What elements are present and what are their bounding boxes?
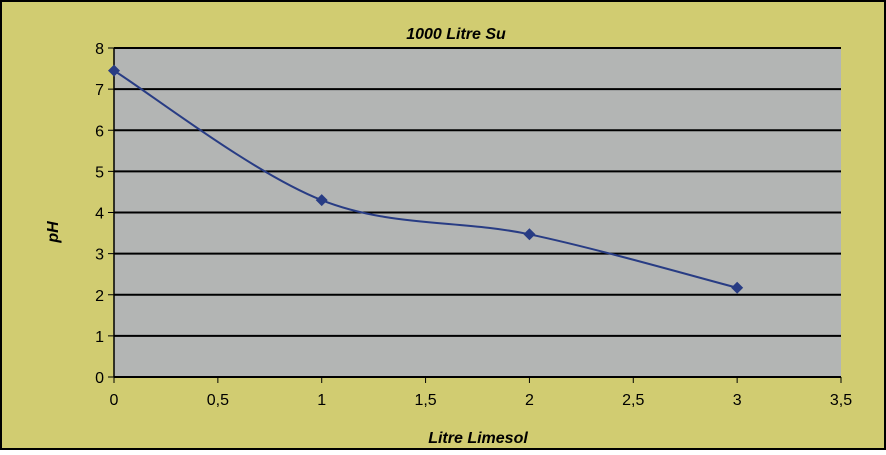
y-tick-label: 6 xyxy=(95,123,104,140)
y-tick-label: 8 xyxy=(95,41,104,58)
x-tick-label: 0 xyxy=(110,392,119,409)
y-tick-label: 3 xyxy=(95,247,104,264)
x-tick-label: 2 xyxy=(525,392,534,409)
tick-labels: 0 1 2 3 4 5 6 7 8 0 0,5 1 1,5 2 2,5 3 3,5 xyxy=(95,41,852,409)
x-tick-label: 1,5 xyxy=(414,392,436,409)
x-tick-label: 0,5 xyxy=(207,392,229,409)
y-tick-label: 4 xyxy=(95,206,104,223)
x-tick-label: 3,5 xyxy=(830,392,852,409)
x-tick-label: 1 xyxy=(317,392,326,409)
axes xyxy=(108,47,842,383)
gridlines xyxy=(114,47,841,337)
y-tick-label: 0 xyxy=(95,370,104,387)
x-axis-title: Litre Limesol xyxy=(428,430,528,447)
y-tick-label: 2 xyxy=(95,288,104,305)
data-point xyxy=(108,64,120,77)
chart-title: 1000 Litre Su xyxy=(406,26,506,43)
y-tick-label: 1 xyxy=(95,329,104,346)
data-markers xyxy=(108,64,744,294)
y-tick-label: 7 xyxy=(95,82,104,99)
x-tick-label: 2,5 xyxy=(622,392,644,409)
data-point xyxy=(315,194,328,207)
series-line xyxy=(113,69,738,289)
y-axis-title: pH xyxy=(45,221,62,244)
data-point xyxy=(731,281,744,294)
y-tick-label: 5 xyxy=(95,164,104,181)
data-point xyxy=(523,228,536,241)
x-tick-label: 3 xyxy=(733,392,742,409)
